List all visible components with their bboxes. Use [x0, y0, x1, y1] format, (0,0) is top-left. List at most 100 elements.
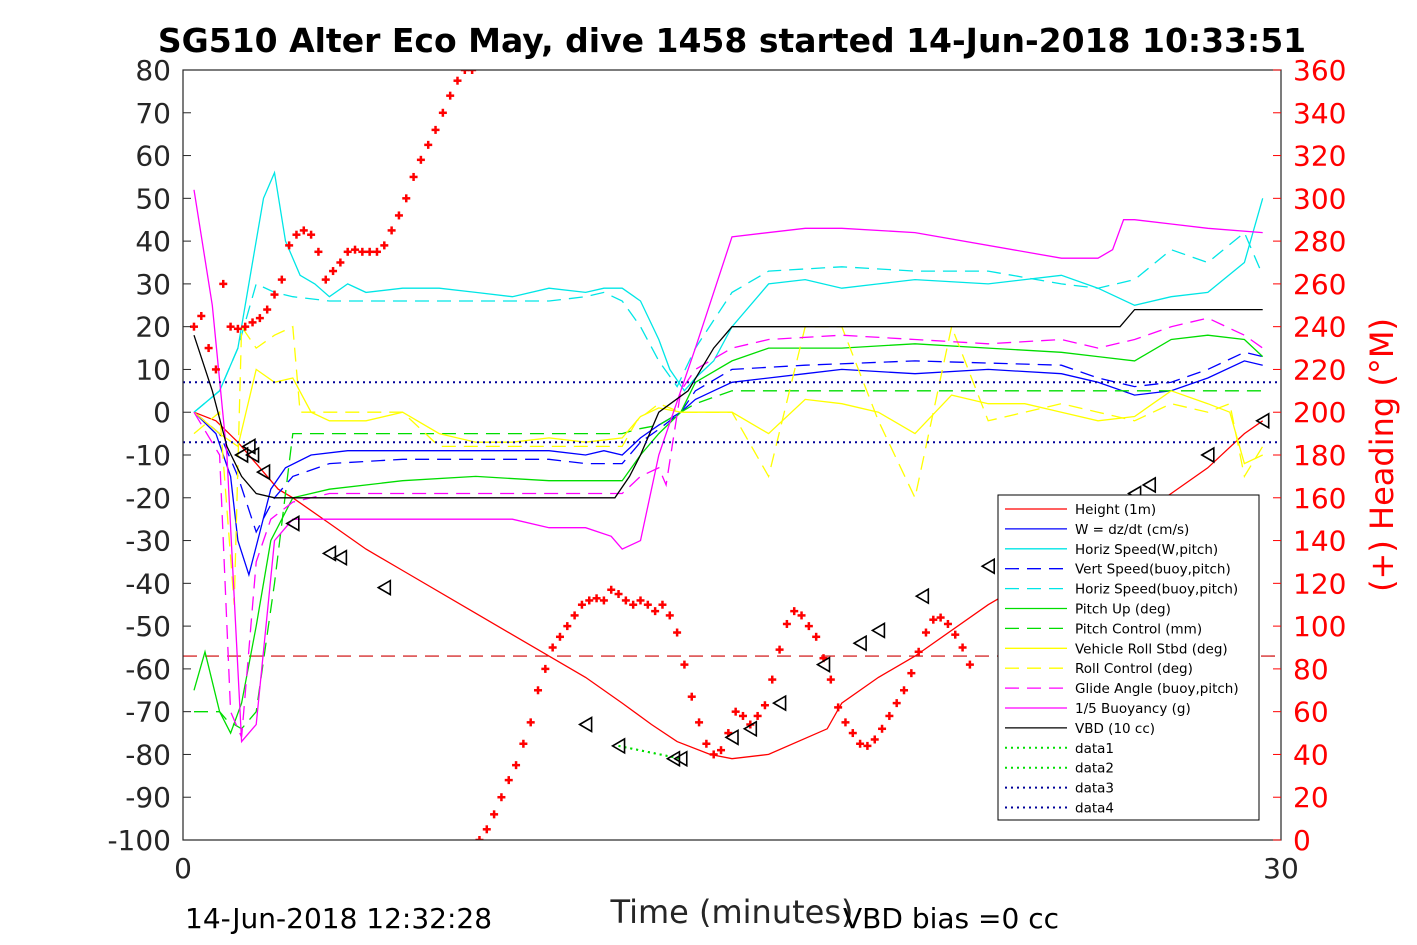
heading-point: [307, 230, 316, 239]
heading-point: [358, 247, 367, 256]
heading-point: [629, 600, 638, 609]
heading-point: [241, 322, 250, 331]
y-tick-label: 50: [135, 182, 171, 215]
y-tick-label: -50: [125, 610, 171, 643]
axes: [182, 69, 1282, 841]
heading-point: [936, 613, 945, 622]
heading-point: [534, 686, 543, 695]
y-tick-label: 40: [135, 225, 171, 258]
y-tick-label: -100: [107, 824, 171, 857]
triangle-marker: [914, 587, 930, 605]
heading-point: [921, 628, 930, 637]
heading-point: [863, 741, 872, 750]
heading-point: [380, 241, 389, 250]
y-tick-label: -70: [125, 696, 171, 729]
heading-point: [958, 643, 967, 652]
y-tick-label: -30: [125, 525, 171, 558]
heading-point: [263, 305, 272, 314]
legend-label-0: Height (1m): [1075, 502, 1156, 518]
heading-point: [775, 645, 784, 654]
heading-point: [760, 701, 769, 710]
triangle-marker: [332, 549, 348, 567]
y-tick-label: 60: [135, 140, 171, 173]
heading-point: [651, 607, 660, 616]
triangle-marker: [724, 728, 739, 746]
heading-point: [475, 836, 484, 840]
heading-point: [826, 675, 835, 684]
triangle-marker: [980, 557, 996, 575]
heading-point: [424, 140, 433, 149]
heading-point: [270, 290, 279, 299]
heading-point: [695, 718, 704, 727]
heading-point: [621, 596, 630, 605]
y-right-tick-label: 100: [1293, 610, 1346, 643]
heading-point: [277, 275, 286, 284]
series-line-11: [193, 308, 1263, 499]
y-tick-label: -40: [125, 567, 171, 600]
heading-point: [848, 729, 857, 738]
triangle-marker: [815, 656, 831, 674]
y-right-tick-label: 80: [1293, 653, 1329, 686]
series-line-9: [193, 317, 1264, 738]
triangle-marker: [255, 463, 271, 481]
series-line-6: [194, 390, 1263, 730]
y-tick-label: -60: [125, 653, 171, 686]
heading-point: [914, 647, 923, 656]
tick-labels: 80706050403020100-10-20-30-40-50-60-70-8…: [107, 54, 1346, 885]
heading-point: [585, 596, 594, 605]
heading-point: [943, 619, 952, 628]
triangle-marker: [771, 694, 787, 712]
heading-point: [592, 594, 601, 603]
legend-label-14: data3: [1075, 781, 1114, 797]
legend-label-15: data4: [1075, 801, 1114, 817]
heading-point: [782, 619, 791, 628]
heading-point: [768, 675, 777, 684]
series-line-10: [193, 189, 1263, 744]
legend-label-11: VBD (10 cc): [1075, 721, 1155, 737]
legend-label-3: Vert Speed(buoy,pitch): [1075, 562, 1231, 578]
heading-point: [504, 776, 513, 785]
legend-label-8: Roll Control (deg): [1075, 661, 1193, 677]
legend-label-10: 1/5 Buoyancy (g): [1075, 701, 1191, 717]
heading-point: [636, 596, 645, 605]
heading-point: [490, 810, 499, 819]
series-line-4: [193, 231, 1264, 413]
heading-point: [292, 230, 301, 239]
footer-vbd-bias: VBD bias =0 cc: [843, 902, 1059, 935]
heading-point: [541, 664, 550, 673]
y-right-tick-label: 60: [1293, 696, 1329, 729]
heading-point: [900, 686, 909, 695]
heading-point: [204, 344, 213, 353]
y-tick-label: -20: [125, 482, 171, 515]
y-right-tick-label: 140: [1293, 525, 1346, 558]
y-right-tick-label: 320: [1293, 140, 1346, 173]
y-right-tick-label: 280: [1293, 225, 1346, 258]
heading-point: [790, 607, 799, 616]
legend-label-2: Horiz Speed(W,pitch): [1075, 542, 1218, 558]
heading-point: [885, 711, 894, 720]
heading-point: [658, 600, 667, 609]
series-line-1: [193, 360, 1263, 578]
heading-point: [951, 630, 960, 639]
legend-label-13: data2: [1075, 761, 1114, 777]
heading-point: [438, 108, 447, 117]
heading-point: [343, 247, 352, 256]
heading-point: [233, 324, 242, 333]
heading-point: [804, 622, 813, 631]
y-right-tick-label: 40: [1293, 738, 1329, 771]
series-line-2: [193, 170, 1264, 413]
heading-point: [482, 825, 491, 834]
heading-point: [878, 724, 887, 733]
x-tick-label: 30: [1263, 852, 1299, 885]
heading-point: [834, 703, 843, 712]
heading-point: [555, 632, 564, 641]
heading-point: [211, 365, 220, 374]
triangle-marker: [665, 750, 681, 768]
triangle-marker: [321, 544, 337, 562]
heading-point: [607, 585, 616, 594]
legend: Height (1m) W = dz/dt (cm/s) Horiz Speed(W…: [997, 494, 1260, 821]
heading-point: [497, 793, 506, 802]
heading-point: [394, 211, 403, 220]
legend-label-12: data1: [1075, 741, 1114, 757]
heading-point: [841, 718, 850, 727]
